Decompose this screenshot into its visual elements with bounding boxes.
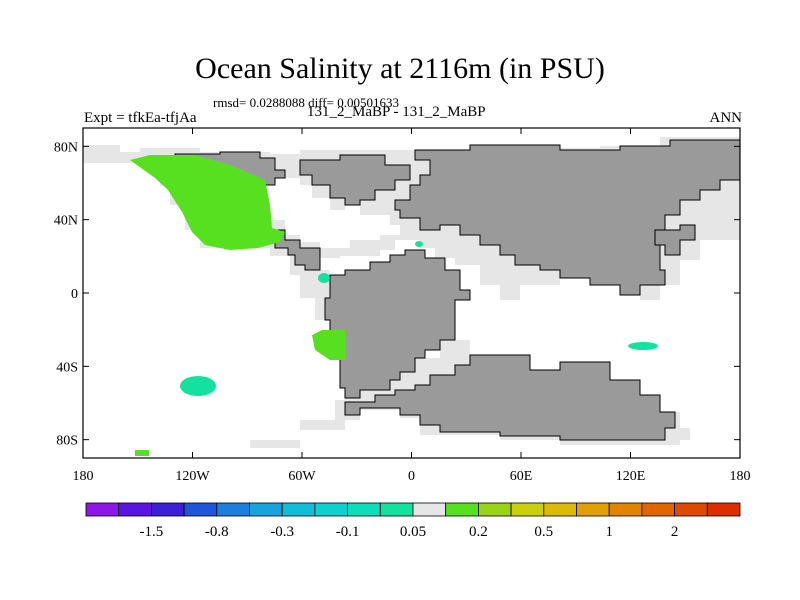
negative-anomaly-atlantic — [318, 273, 330, 283]
positive-anomaly-north-pacific — [130, 155, 285, 250]
y-axis-ticks: 80N 40N 0 40S 80S — [54, 140, 740, 449]
experiment-label: Expt = tfkEa-tfjAa — [84, 110, 197, 126]
x-tick-label: 60W — [288, 469, 316, 484]
colorbar-box — [281, 502, 316, 517]
period-label: 131_2_MaBP - 131_2_MaBP — [307, 104, 486, 120]
colorbar: -1.5 -0.8 -0.3 -0.1 0.05 0.2 0.5 1 2 — [85, 502, 741, 540]
map-title: Ocean Salinity at 2116m (in PSU) — [195, 52, 605, 85]
australia-landmass — [654, 224, 696, 256]
season-label: ANN — [709, 110, 743, 126]
colorbar-box — [183, 502, 218, 517]
colorbar-label: 0.5 — [534, 524, 553, 540]
colorbar-box — [216, 502, 250, 517]
colorbar-box — [249, 502, 283, 517]
colorbar-box — [150, 502, 185, 517]
positive-anomaly-south-edge — [135, 450, 149, 456]
x-tick-label: 120W — [175, 469, 210, 484]
colorbar-box — [641, 502, 676, 517]
colorbar-box — [608, 502, 643, 517]
land-masses — [174, 139, 741, 441]
negative-anomaly-indian — [628, 342, 658, 350]
x-tick-label: 180 — [730, 469, 751, 484]
colorbar-box — [85, 502, 120, 517]
colorbar-box — [445, 502, 479, 517]
colorbar-label: 0.05 — [400, 524, 426, 540]
y-tick-label: 80N — [54, 140, 78, 155]
colorbar-box — [706, 502, 741, 517]
greenland-landmass — [299, 154, 411, 206]
colorbar-box — [118, 502, 152, 517]
colorbar-box — [576, 502, 610, 517]
y-tick-label: 80S — [56, 434, 78, 449]
colorbar-box — [543, 502, 577, 517]
y-tick-label: 40S — [56, 360, 78, 375]
colorbar-box — [379, 502, 414, 517]
y-tick-label: 40N — [54, 214, 78, 229]
colorbar-box — [412, 502, 447, 517]
colorbar-box — [314, 502, 348, 517]
negative-anomaly-south-pacific — [180, 376, 216, 396]
stats-text: rmsd= 0.0288088 diff= 0.00501633 — [213, 95, 399, 110]
colorbar-box — [477, 502, 512, 517]
colorbar-box — [347, 502, 381, 517]
north-atlantic — [265, 178, 400, 248]
x-tick-label: 120E — [616, 469, 646, 484]
x-tick-label: 0 — [408, 469, 415, 484]
south-america-africa-landmass — [324, 249, 471, 399]
colorbar-label: -0.8 — [205, 524, 229, 540]
colorbar-label: 2 — [671, 524, 679, 540]
y-tick-label: 0 — [71, 287, 78, 302]
arctic-ocean — [83, 128, 740, 154]
x-axis-ticks: 180 120W 60W 0 60E 120E 180 — [73, 128, 751, 484]
x-tick-label: 180 — [73, 469, 94, 484]
southern-ocean — [250, 410, 740, 458]
colorbar-box — [510, 502, 545, 517]
colorbar-label: 0.2 — [469, 524, 488, 540]
salinity-anomalies — [130, 155, 658, 456]
pacific-ocean — [83, 163, 345, 458]
colorbar-label: -0.3 — [270, 524, 294, 540]
antarctica-landmass — [344, 354, 676, 441]
indian-ocean — [455, 240, 740, 445]
negative-anomaly-mediterranean — [415, 241, 423, 247]
colorbar-box — [674, 502, 708, 517]
colorbar-label: 1 — [605, 524, 613, 540]
positive-anomaly-south-atlantic — [312, 330, 345, 360]
x-tick-label: 60E — [510, 469, 533, 484]
colorbar-label: -1.5 — [140, 524, 164, 540]
colorbar-label: -0.1 — [336, 524, 360, 540]
